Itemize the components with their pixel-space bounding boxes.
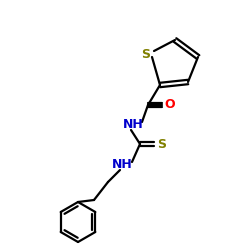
Text: S: S [142,48,150,62]
Text: S: S [158,138,166,150]
Text: O: O [165,98,175,112]
Text: NH: NH [112,158,132,170]
Text: NH: NH [122,118,144,130]
